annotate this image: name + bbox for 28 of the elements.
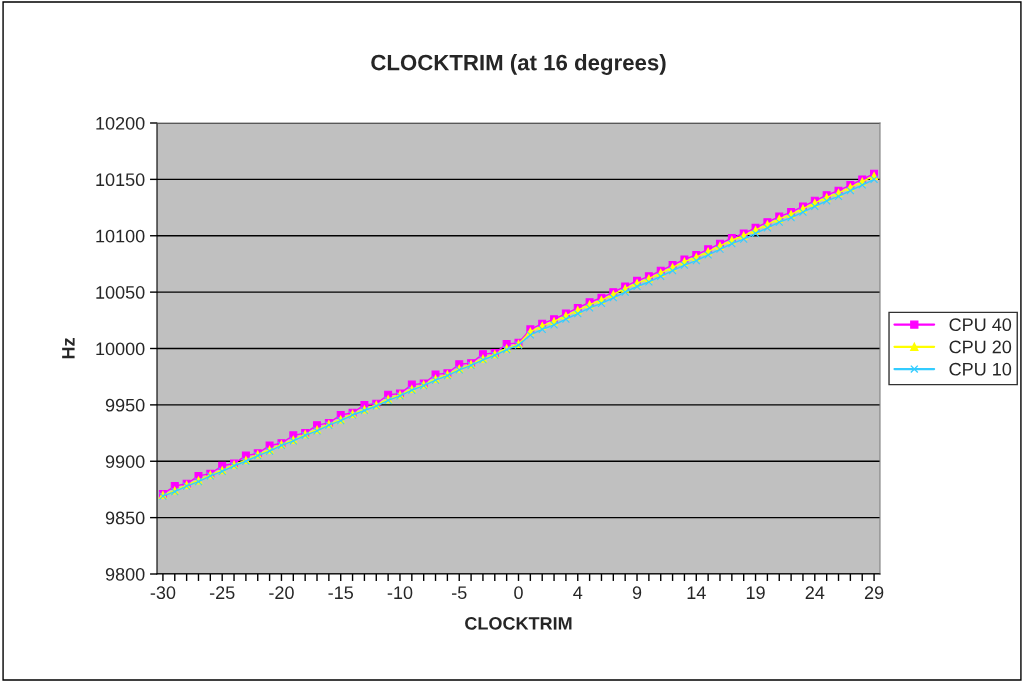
x-tick-label: 9 xyxy=(632,586,642,600)
x-tick-label: 0 xyxy=(514,586,523,600)
y-tick-label: 10150 xyxy=(96,173,145,187)
legend-label: CPU 40 xyxy=(949,318,1012,332)
x-tick-label: 14 xyxy=(687,586,706,599)
y-tick-label: 9950 xyxy=(105,398,145,412)
x-tick-label: 24 xyxy=(805,586,825,599)
y-tick-label: 10100 xyxy=(96,229,145,243)
x-tick-label: 19 xyxy=(746,586,765,600)
y-tick-label: 10050 xyxy=(96,286,145,299)
x-tick-label: -5 xyxy=(452,586,467,600)
y-tick-label: 9800 xyxy=(105,567,145,581)
x-tick-label: -25 xyxy=(209,586,235,600)
chart-title: CLOCKTRIM (at 16 degrees) xyxy=(371,54,666,75)
y-tick-label: 9850 xyxy=(105,511,145,525)
x-tick-label: -20 xyxy=(269,586,294,600)
x-tick-label: 29 xyxy=(864,586,884,600)
y-axis-title: Hz xyxy=(62,338,75,359)
legend-label: CPU 10 xyxy=(949,362,1012,376)
y-tick-label: 10200 xyxy=(96,116,145,130)
x-tick-label: -15 xyxy=(328,586,354,600)
x-axis-title: CLOCKTRIM xyxy=(465,617,572,630)
x-tick-label: -10 xyxy=(387,586,413,600)
x-tick-label: 4 xyxy=(573,586,583,599)
x-tick-label: -30 xyxy=(150,586,176,600)
y-tick-label: 10000 xyxy=(96,342,145,356)
y-tick-label: 9900 xyxy=(105,455,145,468)
legend-label: CPU 20 xyxy=(949,340,1012,354)
